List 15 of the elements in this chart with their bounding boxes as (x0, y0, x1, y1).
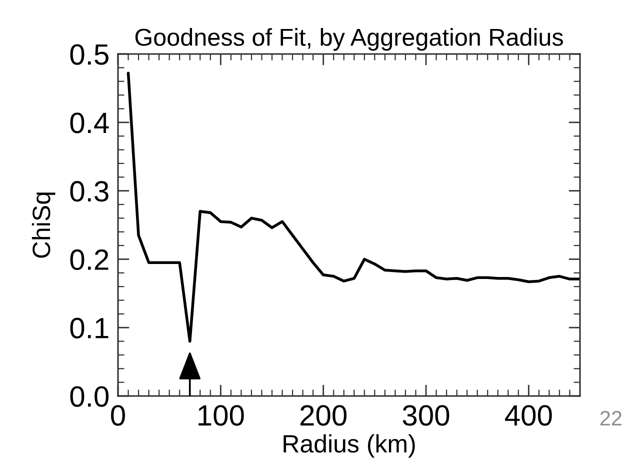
y-tick-label: 0.4 (70, 112, 109, 134)
x-tick-label: 400 (505, 405, 552, 426)
y-tick-label: 0.1 (70, 318, 108, 338)
y-axis-title: ChiSq (32, 192, 56, 258)
x-tick-label: 300 (402, 405, 450, 426)
y-tick-label: 0.5 (70, 44, 108, 65)
x-tick-label: 0 (111, 405, 125, 426)
chart-title: Goodness of Fit, by Aggregation Radius (135, 28, 563, 51)
x-axis-title: Radius (km) (284, 434, 415, 458)
x-tick-label: 200 (300, 405, 347, 426)
y-tick-label: 0.2 (70, 249, 108, 270)
text: 22 (600, 410, 622, 426)
x-tick-label: 100 (198, 405, 244, 426)
y-tick-label: 0.3 (70, 181, 108, 202)
y-tick-label: 0.0 (70, 386, 109, 407)
